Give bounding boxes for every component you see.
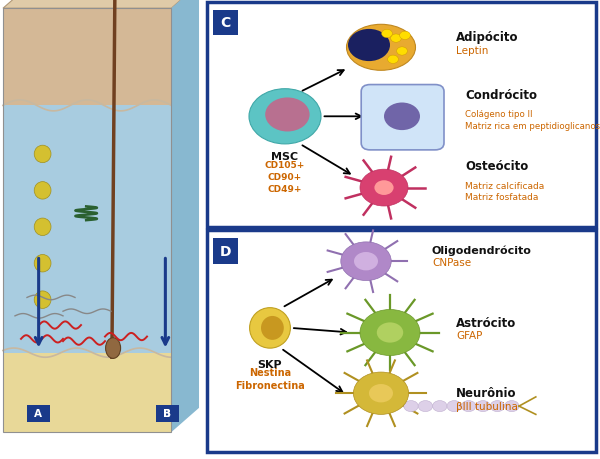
Text: A: A — [34, 409, 43, 419]
FancyBboxPatch shape — [3, 9, 201, 450]
FancyBboxPatch shape — [213, 239, 238, 264]
Circle shape — [265, 98, 310, 132]
Text: Neurônio: Neurônio — [456, 386, 517, 399]
Circle shape — [404, 401, 418, 412]
Text: Colágeno tipo II
Matriz rica em peptidioglicanos: Colágeno tipo II Matriz rica em peptidio… — [465, 110, 600, 131]
Circle shape — [461, 401, 476, 412]
Ellipse shape — [261, 316, 284, 340]
Circle shape — [374, 181, 394, 196]
Text: Adipócito: Adipócito — [456, 31, 518, 44]
Circle shape — [360, 170, 408, 207]
Ellipse shape — [34, 146, 51, 163]
Text: Condrócito: Condrócito — [465, 89, 537, 102]
Circle shape — [384, 103, 420, 131]
Polygon shape — [3, 353, 172, 432]
Text: MSC: MSC — [271, 151, 299, 162]
Circle shape — [348, 30, 390, 62]
Circle shape — [360, 310, 420, 356]
Text: C: C — [220, 17, 231, 30]
Ellipse shape — [106, 338, 121, 358]
Text: D: D — [220, 244, 232, 258]
Text: Astrócito: Astrócito — [456, 316, 516, 329]
Circle shape — [249, 90, 321, 145]
FancyBboxPatch shape — [361, 85, 444, 151]
FancyBboxPatch shape — [207, 231, 596, 452]
Circle shape — [377, 323, 403, 343]
Circle shape — [490, 401, 505, 412]
Circle shape — [354, 252, 378, 271]
Circle shape — [353, 372, 409, 414]
Polygon shape — [3, 9, 172, 106]
FancyBboxPatch shape — [207, 3, 596, 227]
Text: Oligodendrócito: Oligodendrócito — [432, 246, 532, 256]
Circle shape — [397, 48, 407, 56]
Polygon shape — [3, 0, 199, 9]
Text: B: B — [163, 409, 172, 419]
Circle shape — [388, 56, 398, 64]
Ellipse shape — [34, 218, 51, 236]
Text: CNPase: CNPase — [432, 257, 471, 268]
Polygon shape — [172, 0, 199, 432]
Polygon shape — [3, 106, 172, 353]
Circle shape — [476, 401, 490, 412]
Circle shape — [418, 401, 433, 412]
Ellipse shape — [250, 308, 290, 348]
Ellipse shape — [34, 291, 51, 309]
Text: Osteócito: Osteócito — [465, 160, 528, 173]
Text: Nestina
Fibronectina: Nestina Fibronectina — [235, 367, 305, 390]
Circle shape — [433, 401, 447, 412]
Ellipse shape — [34, 255, 51, 272]
Text: CD105+
CD90+
CD49+: CD105+ CD90+ CD49+ — [265, 161, 305, 193]
Text: Matriz calcificada
Matriz fosfatada: Matriz calcificada Matriz fosfatada — [465, 181, 544, 202]
Circle shape — [382, 30, 392, 39]
Text: Leptin: Leptin — [456, 45, 488, 56]
Circle shape — [505, 401, 519, 412]
FancyBboxPatch shape — [156, 405, 179, 422]
Ellipse shape — [347, 25, 415, 71]
Circle shape — [369, 384, 393, 403]
FancyBboxPatch shape — [156, 405, 179, 422]
Text: B: B — [163, 409, 172, 419]
Circle shape — [447, 401, 461, 412]
Text: βIII tubulina: βIII tubulina — [456, 401, 518, 411]
FancyBboxPatch shape — [213, 11, 238, 36]
Circle shape — [391, 35, 401, 43]
FancyBboxPatch shape — [27, 405, 50, 422]
Circle shape — [400, 32, 410, 40]
Text: GFAP: GFAP — [456, 330, 482, 341]
Ellipse shape — [34, 182, 51, 200]
Circle shape — [341, 242, 391, 281]
Text: SKP: SKP — [257, 359, 283, 369]
